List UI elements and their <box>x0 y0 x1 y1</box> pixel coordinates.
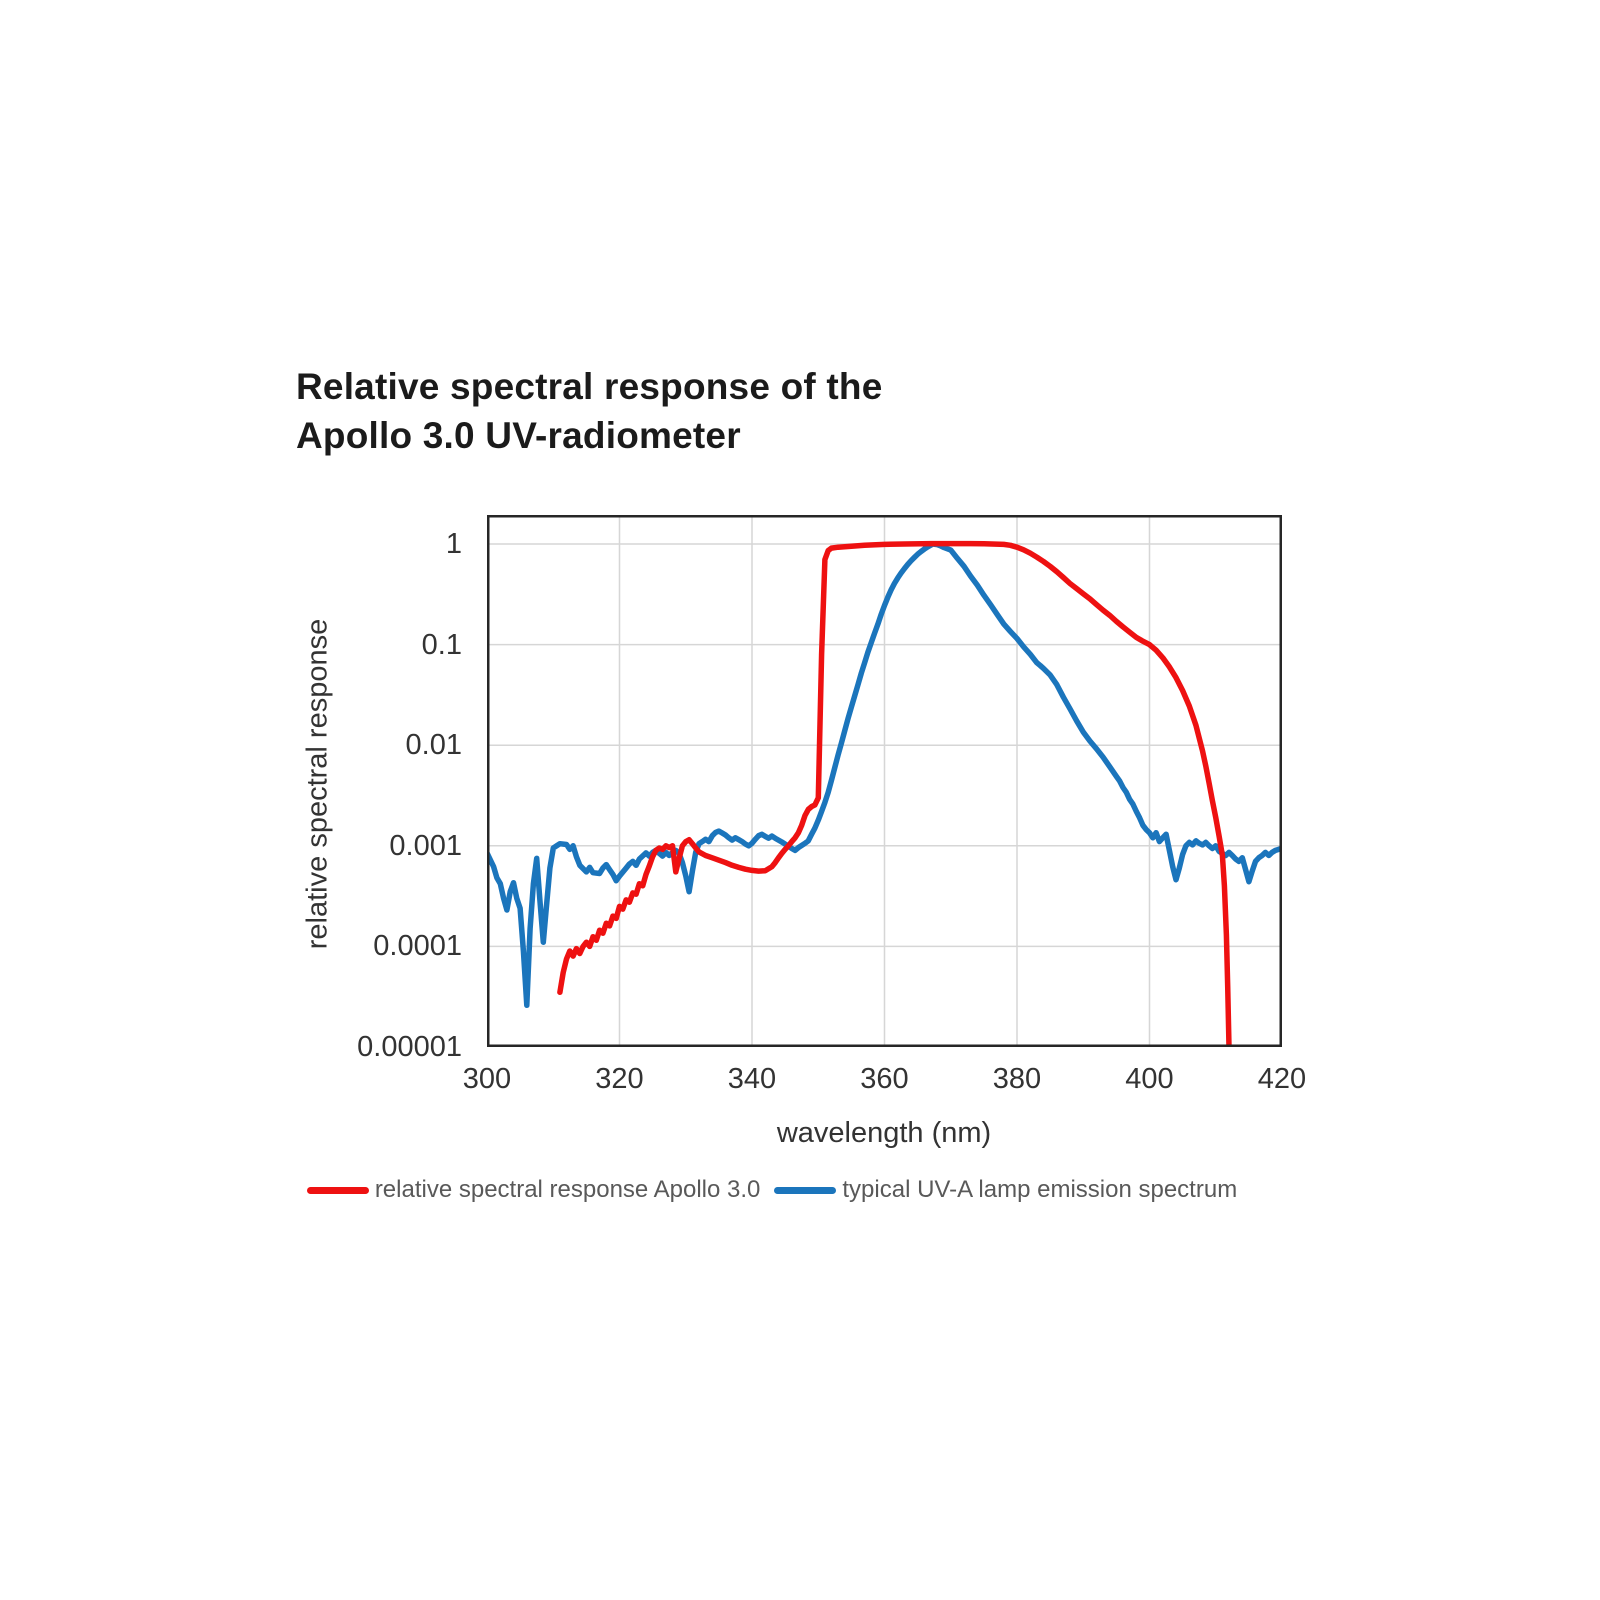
y-tick-label: 0.1 <box>421 628 462 661</box>
y-tick-label: 0.001 <box>389 829 462 862</box>
chart-title: Relative spectral response of the Apollo… <box>296 362 882 460</box>
x-tick-label: 300 <box>462 1063 512 1095</box>
legend-item-0: relative spectral response Apollo 3.0 <box>306 1176 761 1204</box>
x-tick-label: 380 <box>992 1063 1042 1095</box>
chart-title-line1: Relative spectral response of the <box>296 366 883 407</box>
y-tick-label: 0.01 <box>405 729 462 762</box>
legend-swatch <box>774 1186 837 1194</box>
plot-area <box>487 515 1282 1047</box>
plot-border <box>487 515 1282 1047</box>
legend-label: relative spectral response Apollo 3.0 <box>374 1176 761 1203</box>
legend-item-1: typical UV-A lamp emission spectrum <box>774 1176 1237 1204</box>
x-axis-title: wavelength (nm) <box>776 1117 992 1149</box>
x-tick-label: 360 <box>860 1063 909 1095</box>
x-tick-label: 420 <box>1257 1063 1307 1095</box>
y-tick-label: 0.00001 <box>357 1031 462 1063</box>
x-tick-label: 340 <box>727 1063 777 1095</box>
chart-title-line2: Apollo 3.0 UV-radiometer <box>296 415 741 456</box>
y-tick-label: 0.0001 <box>373 930 462 963</box>
legend-label: typical UV-A lamp emission spectrum <box>842 1176 1238 1203</box>
x-tick-label: 320 <box>595 1063 644 1095</box>
legend-swatch <box>306 1186 369 1194</box>
series-line-1 <box>557 540 1232 1047</box>
y-axis-title: relative spectral response <box>301 618 334 950</box>
y-tick-label: 1 <box>445 528 462 560</box>
x-tick-label: 400 <box>1125 1063 1174 1095</box>
series-line-0 <box>487 541 1282 1009</box>
legend: relative spectral response Apollo 3.0 typ… <box>172 1168 1372 1212</box>
